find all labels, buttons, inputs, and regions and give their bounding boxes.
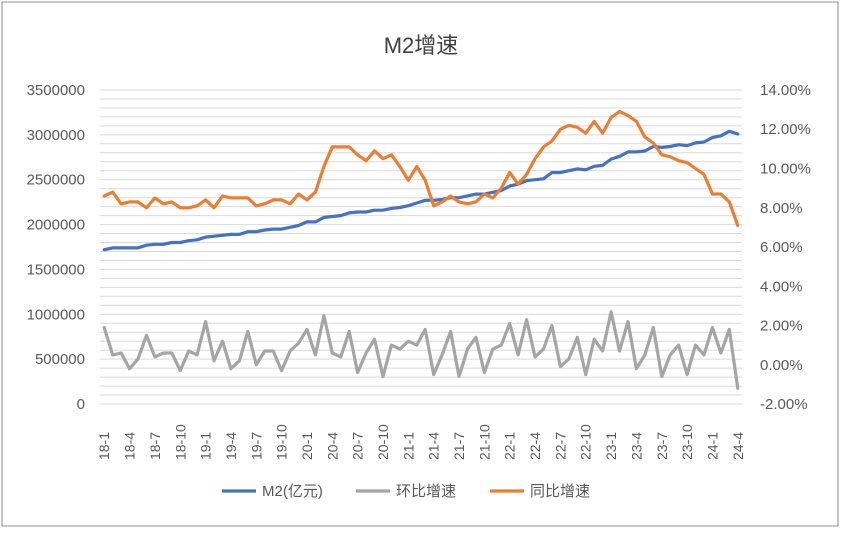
x-tick-label: 21-7 — [451, 432, 467, 460]
legend-label: 同比增速 — [530, 483, 590, 500]
series-line-2 — [102, 109, 740, 227]
x-tick-label: 19-10 — [274, 424, 290, 460]
right-tick-label: 14.00% — [760, 82, 811, 99]
series-line-1 — [102, 310, 740, 390]
x-tick-label: 22-1 — [502, 432, 518, 460]
x-tick-label: 18-10 — [172, 424, 188, 460]
right-tick-label: 4.00% — [760, 278, 803, 295]
right-tick-label: -2.00% — [760, 396, 808, 413]
left-tick-label: 2500000 — [27, 172, 85, 189]
chart-border — [1, 1, 839, 527]
legend-label: M2(亿元) — [262, 483, 323, 500]
x-tick-label: 21-10 — [476, 424, 492, 460]
x-tick-label: 18-7 — [147, 432, 163, 460]
series-lines — [102, 109, 740, 390]
left-tick-label: 0 — [77, 396, 85, 413]
left-tick-label: 3000000 — [27, 127, 85, 144]
x-tick-label: 20-4 — [324, 432, 340, 460]
x-tick-label: 23-4 — [628, 432, 644, 460]
x-tick-label: 19-1 — [198, 432, 214, 460]
right-tick-label: 10.00% — [760, 161, 811, 178]
x-tick-label: 20-10 — [375, 424, 391, 460]
x-tick-label: 21-1 — [400, 432, 416, 460]
right-tick-label: 12.00% — [760, 121, 811, 138]
left-axis: 0 500000 1000000 1500000 2000000 2500000 30000… — [27, 82, 85, 413]
x-tick-label: 20-7 — [350, 432, 366, 460]
x-tick-label: 22-7 — [552, 432, 568, 460]
x-axis: 18-1 18-4 18-7 18-10 19-1 19-4 19-7 19-10 20-1 20… — [96, 424, 746, 460]
left-tick-label: 2000000 — [27, 217, 85, 234]
right-axis: -2.00% 0.00% 2.00% 4.00% 6.00% 8.00% 10.00% 12.… — [760, 82, 811, 413]
x-tick-label: 23-7 — [654, 432, 670, 460]
x-tick-label: 22-10 — [578, 424, 594, 460]
x-tick-label: 19-7 — [248, 432, 264, 460]
x-tick-label: 19-4 — [223, 432, 239, 460]
left-tick-label: 3500000 — [27, 82, 85, 99]
right-tick-label: 0.00% — [760, 357, 803, 374]
right-tick-label: 8.00% — [760, 200, 803, 217]
left-tick-label: 500000 — [35, 351, 85, 368]
legend-label: 环比增速 — [396, 483, 456, 500]
chart-title: M2增速 — [384, 33, 459, 58]
x-tick-label: 22-4 — [527, 432, 543, 460]
x-tick-label: 18-1 — [96, 432, 112, 460]
right-tick-label: 6.00% — [760, 239, 803, 256]
left-tick-label: 1000000 — [27, 306, 85, 323]
x-tick-label: 24-4 — [730, 432, 746, 460]
x-tick-label: 24-1 — [704, 432, 720, 460]
x-tick-label: 20-1 — [299, 432, 315, 460]
legend: M2(亿元) 环比增速 同比增速 — [222, 483, 590, 500]
x-tick-label: 23-1 — [603, 432, 619, 460]
left-tick-label: 1500000 — [27, 261, 85, 278]
x-tick-label: 18-4 — [122, 432, 138, 460]
right-tick-label: 2.00% — [760, 318, 803, 335]
x-tick-label: 21-4 — [426, 432, 442, 460]
series-line-0 — [102, 129, 740, 252]
x-tick-label: 23-10 — [679, 424, 695, 460]
